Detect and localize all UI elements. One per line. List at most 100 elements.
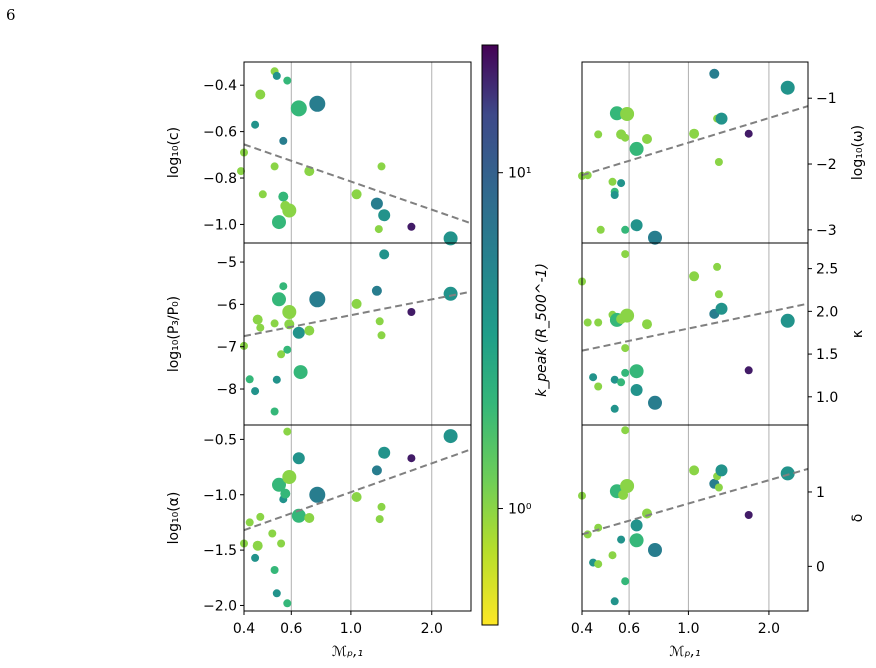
data-point — [245, 375, 254, 384]
x-tick-label: 0.6 — [280, 621, 302, 637]
colorbar-tick-label: 10⁰ — [508, 502, 532, 518]
data-point — [714, 290, 723, 299]
data-point — [378, 209, 391, 222]
data-point — [621, 577, 630, 586]
x-tick-label: 0.6 — [618, 621, 640, 637]
fit-line — [243, 143, 472, 225]
data-point — [272, 589, 281, 598]
panel-left-p3: −5 −6 −7 −8 log₁₀(P₃/P₀) — [166, 242, 472, 426]
fit-line — [581, 467, 809, 536]
data-point — [280, 488, 291, 499]
colorbar-label: k_peak (R_500^-1) — [534, 263, 550, 397]
data-point — [610, 191, 619, 199]
data-point — [621, 225, 630, 234]
data-point — [374, 225, 383, 234]
data-point — [689, 271, 700, 282]
data-point — [270, 566, 279, 574]
data-point — [744, 511, 753, 519]
data-point — [272, 292, 286, 307]
data-point — [610, 375, 619, 384]
x-tick-label: 1.0 — [340, 621, 362, 637]
y-tick-label: −0.5 — [203, 432, 237, 448]
y-axis-label: log₁₀(P₃/P₀) — [166, 296, 182, 372]
data-point — [256, 512, 265, 521]
panels: −0.4 −0.6 −0.8 −1.0 log₁₀(c) −5 −6 −7 −8 log₁₀(P₃… — [166, 61, 866, 660]
data-point — [251, 387, 260, 396]
y-tick-label: −2 — [816, 157, 837, 173]
x-axis-label: ℳₚ,₁ — [669, 644, 700, 660]
data-point — [610, 597, 619, 606]
data-point — [594, 130, 603, 139]
data-point — [443, 429, 458, 444]
data-point — [237, 167, 245, 176]
data-point — [245, 518, 254, 527]
data-point — [282, 203, 297, 218]
data-point — [292, 452, 305, 465]
data-point — [377, 162, 386, 171]
data-point — [596, 225, 605, 234]
data-point — [309, 95, 326, 112]
data-point — [621, 250, 630, 259]
data-point — [780, 313, 795, 328]
data-point — [371, 465, 382, 476]
y-tick-label: 1.5 — [816, 347, 838, 363]
data-point — [589, 373, 598, 382]
data-point — [270, 162, 279, 171]
panel-left-c: −0.4 −0.6 −0.8 −1.0 log₁₀(c) — [166, 61, 472, 246]
data-point — [583, 318, 592, 327]
data-point — [642, 319, 652, 330]
data-point — [617, 535, 626, 544]
data-point — [744, 129, 753, 138]
x-tick-label: 2.0 — [421, 621, 443, 637]
data-point — [407, 222, 416, 231]
data-point — [630, 219, 643, 232]
data-point — [277, 539, 286, 548]
data-point — [279, 136, 288, 145]
data-point — [293, 365, 308, 380]
axes-frame — [581, 61, 809, 244]
data-point — [648, 543, 662, 557]
data-point — [256, 323, 265, 332]
data-point — [620, 308, 635, 323]
data-point — [709, 68, 720, 79]
y-tick-label: −3 — [816, 223, 837, 239]
data-point — [251, 120, 260, 129]
data-point — [621, 133, 630, 142]
axes-frame — [581, 242, 809, 426]
data-point — [443, 231, 458, 246]
page-number: 6 — [6, 6, 16, 24]
x-tick-label: 1.0 — [677, 621, 699, 637]
data-point — [621, 344, 630, 353]
data-point — [407, 308, 416, 316]
y-axis-label: log₁₀(ω) — [850, 125, 866, 180]
x-tick-label: 2.0 — [758, 621, 780, 637]
data-point — [648, 230, 662, 245]
y-tick-label: −8 — [216, 382, 237, 398]
data-point — [629, 533, 644, 548]
fit-line — [581, 302, 809, 352]
y-axis-label: δ — [850, 514, 866, 523]
data-point — [268, 529, 277, 538]
data-point — [272, 477, 286, 492]
data-point — [283, 76, 292, 85]
data-point — [610, 404, 619, 413]
data-point — [642, 134, 652, 144]
data-point — [270, 407, 279, 416]
fit-line — [243, 290, 472, 338]
y-tick-label: −6 — [216, 297, 237, 313]
data-point — [780, 80, 795, 95]
y-tick-label: −0.6 — [203, 125, 237, 141]
y-tick-label: −1.5 — [203, 543, 237, 559]
axes-frame — [581, 424, 809, 612]
data-point — [780, 466, 795, 481]
data-point — [258, 190, 267, 199]
data-point — [282, 305, 297, 319]
y-axis-label: log₁₀(α) — [166, 492, 182, 545]
data-point — [290, 100, 307, 117]
y-tick-label: 1.0 — [816, 390, 838, 406]
data-point — [594, 382, 603, 391]
data-point — [304, 513, 315, 523]
data-point — [629, 141, 644, 156]
data-point — [252, 540, 263, 551]
